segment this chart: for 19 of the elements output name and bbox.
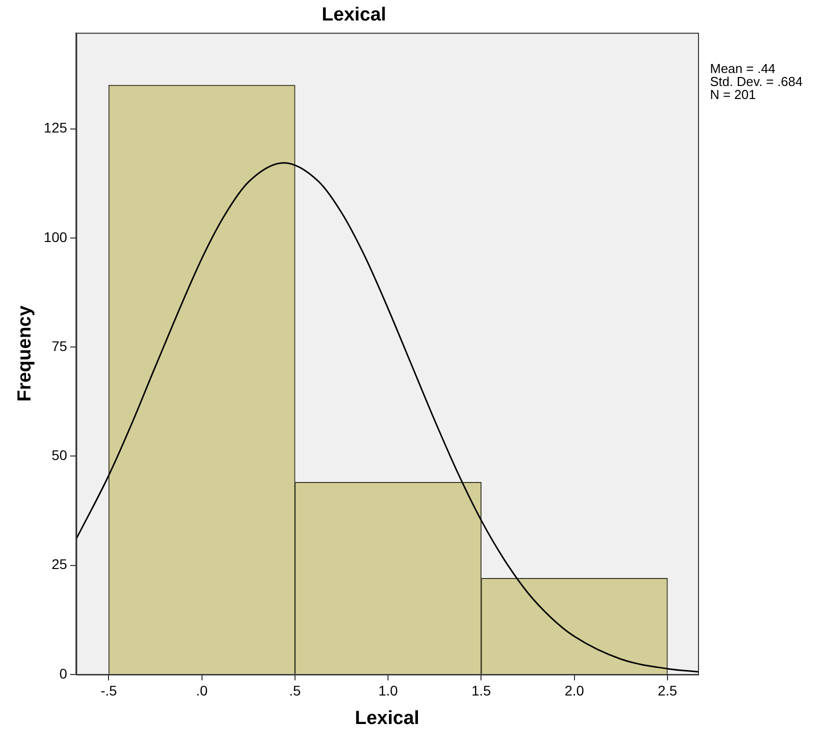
x-tick-label: 1.0 bbox=[378, 682, 398, 699]
y-axis-title: Frequency bbox=[14, 305, 36, 402]
x-tick-label: .5 bbox=[289, 682, 302, 699]
x-axis-title: Lexical bbox=[354, 708, 420, 729]
x-tick-label: 2.5 bbox=[658, 682, 678, 699]
y-tick-label: 75 bbox=[52, 338, 68, 354]
y-tick-label: 100 bbox=[44, 228, 68, 245]
y-tick-label: 0 bbox=[59, 665, 68, 682]
y-tick-label: 25 bbox=[52, 556, 68, 572]
y-tick-label: 50 bbox=[52, 447, 68, 464]
chart-title: Lexical bbox=[322, 4, 386, 26]
text: N = 201 bbox=[710, 86, 756, 102]
y-tick-label: 125 bbox=[44, 120, 68, 136]
text: Mean = .44 bbox=[710, 60, 776, 76]
x-tick-label: .0 bbox=[196, 682, 208, 699]
text: Std. Dev. = .684 bbox=[710, 74, 803, 89]
x-tick-label: 1.5 bbox=[471, 682, 492, 699]
x-tick-label: -.5 bbox=[100, 682, 118, 699]
x-tick-label: 2.0 bbox=[564, 682, 584, 699]
